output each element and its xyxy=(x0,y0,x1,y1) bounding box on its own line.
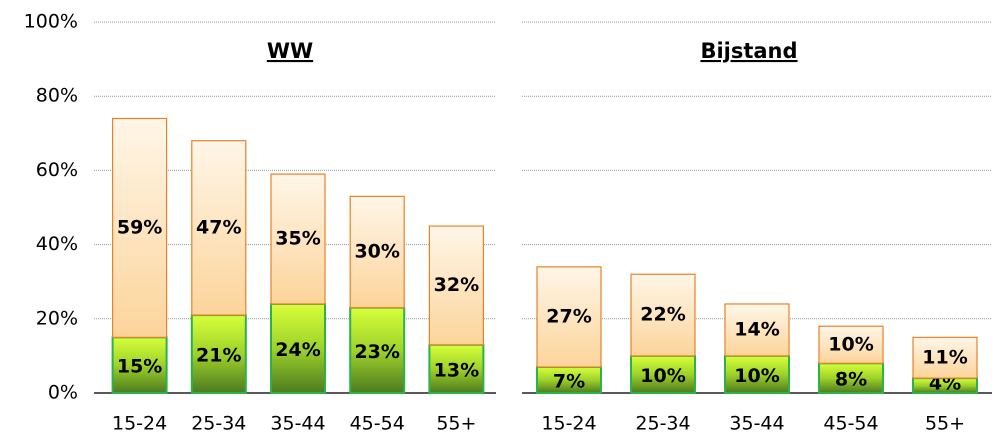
bar-segment xyxy=(818,325,884,364)
x-tick-label: 15-24 xyxy=(541,413,596,435)
x-tick-label: 15-24 xyxy=(112,413,167,435)
data-label: 10% xyxy=(828,333,873,355)
bar-segment xyxy=(270,302,326,394)
bar-segment xyxy=(349,306,406,395)
data-label: 23% xyxy=(354,341,399,363)
bar-segment xyxy=(912,336,978,379)
data-label: 10% xyxy=(640,365,685,387)
x-tick-label: 45-54 xyxy=(823,413,878,435)
data-label: 24% xyxy=(275,339,320,361)
bar-segment xyxy=(536,266,602,368)
data-label: 10% xyxy=(734,365,779,387)
bar-segment xyxy=(270,173,326,305)
bar-segment xyxy=(536,366,602,394)
bar-segment xyxy=(818,362,884,395)
data-label: 15% xyxy=(117,356,162,378)
x-tick-label: 25-34 xyxy=(191,413,246,435)
x-tick-label: 45-54 xyxy=(350,413,405,435)
bar-segment xyxy=(190,314,247,394)
bar-segment xyxy=(428,343,485,394)
bar-segment xyxy=(191,140,247,316)
data-label: 21% xyxy=(196,345,241,367)
y-tick-label: 60% xyxy=(36,159,78,181)
data-label: 30% xyxy=(354,241,399,263)
x-tick-label: 55+ xyxy=(925,413,965,435)
data-label: 22% xyxy=(640,304,685,326)
x-tick-label: 35-44 xyxy=(270,413,325,435)
panel-title: WW xyxy=(267,39,313,63)
bar-segment xyxy=(724,354,790,394)
y-tick-label: 100% xyxy=(24,11,78,33)
bar-segment xyxy=(111,117,168,338)
data-label: 14% xyxy=(734,318,779,340)
bar-segment xyxy=(724,303,790,357)
y-tick-label: 0% xyxy=(48,382,78,404)
y-tick-label: 20% xyxy=(36,307,78,329)
data-label: 7% xyxy=(553,371,585,393)
bar-segment xyxy=(630,354,696,394)
data-label: 35% xyxy=(275,228,320,250)
x-tick-label: 55+ xyxy=(436,413,476,435)
x-tick-label: 35-44 xyxy=(729,413,784,435)
data-label: 8% xyxy=(835,369,867,391)
bar-segment xyxy=(349,195,405,309)
x-tick-label: 25-34 xyxy=(635,413,690,435)
data-label: 11% xyxy=(922,346,967,368)
y-tick-label: 40% xyxy=(36,233,78,255)
data-label: 32% xyxy=(434,274,479,296)
data-label: 59% xyxy=(117,216,162,238)
data-label: 47% xyxy=(196,216,241,238)
data-label: 13% xyxy=(434,359,479,381)
panel-title: Bijstand xyxy=(700,39,797,63)
bar-segment xyxy=(630,273,696,357)
bar-segment xyxy=(428,225,484,346)
bar-segment xyxy=(111,336,168,395)
y-tick-label: 80% xyxy=(36,85,78,107)
data-label: 27% xyxy=(546,305,591,327)
